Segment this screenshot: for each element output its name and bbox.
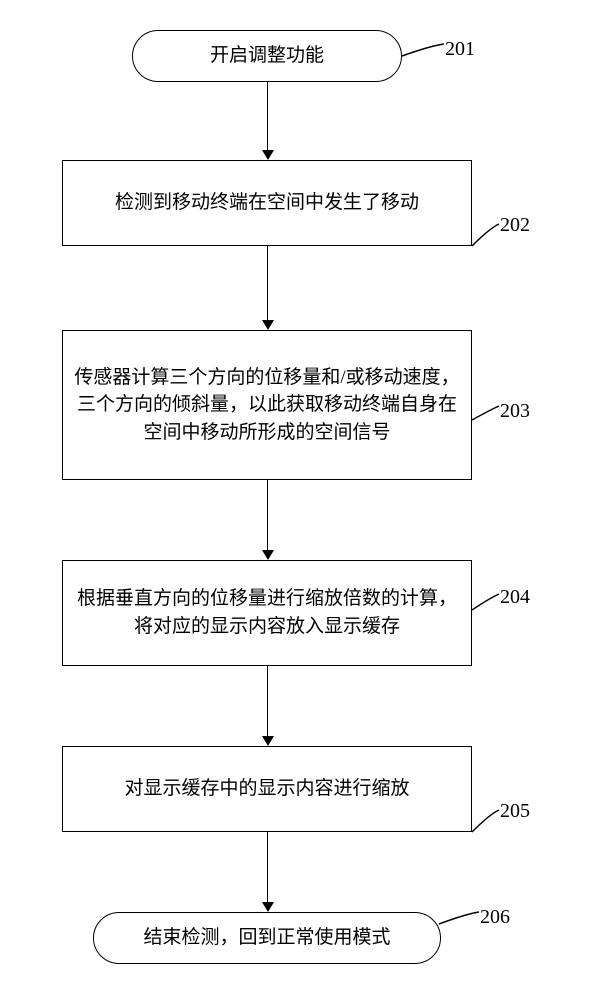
arrow-head-icon [262,736,274,746]
arrow-head-icon [262,150,274,160]
flowchart-node-n204: 根据垂直方向的位移量进行缩放倍数的计算，将对应的显示内容放入显示缓存 [62,560,472,666]
node-text: 传感器计算三个方向的位移量和/或移动速度，三个方向的倾斜量，以此获取移动终端自身… [73,364,461,447]
flow-arrow [267,666,268,736]
step-label-203: 203 [500,400,530,423]
step-label-201: 201 [445,38,475,61]
node-text: 检测到移动终端在空间中发生了移动 [115,189,419,217]
flow-arrow [267,82,268,150]
flow-arrow [267,246,268,320]
flowchart-node-n202: 检测到移动终端在空间中发生了移动 [62,160,472,246]
step-label-204: 204 [500,586,530,609]
flowchart-node-n201: 开启调整功能 [132,30,402,82]
flowchart-canvas: 开启调整功能 201 检测到移动终端在空间中发生了移动 202 传感器计算三个方向的位移… [0,0,608,1000]
node-text: 结束检测，回到正常使用模式 [143,924,390,952]
node-text: 根据垂直方向的位移量进行缩放倍数的计算，将对应的显示内容放入显示缓存 [73,585,461,640]
step-label-205: 205 [500,800,530,823]
arrow-head-icon [262,320,274,330]
step-label-206: 206 [480,906,510,929]
step-label-202: 202 [500,214,530,237]
flowchart-node-n203: 传感器计算三个方向的位移量和/或移动速度，三个方向的倾斜量，以此获取移动终端自身… [62,330,472,480]
flow-arrow [267,480,268,550]
flowchart-node-n205: 对显示缓存中的显示内容进行缩放 [62,746,472,832]
node-text: 对显示缓存中的显示内容进行缩放 [124,775,409,803]
flow-arrow [267,832,268,902]
arrow-head-icon [262,550,274,560]
node-text: 开启调整功能 [210,42,324,70]
arrow-head-icon [262,902,274,912]
flowchart-node-n206: 结束检测，回到正常使用模式 [93,912,441,964]
